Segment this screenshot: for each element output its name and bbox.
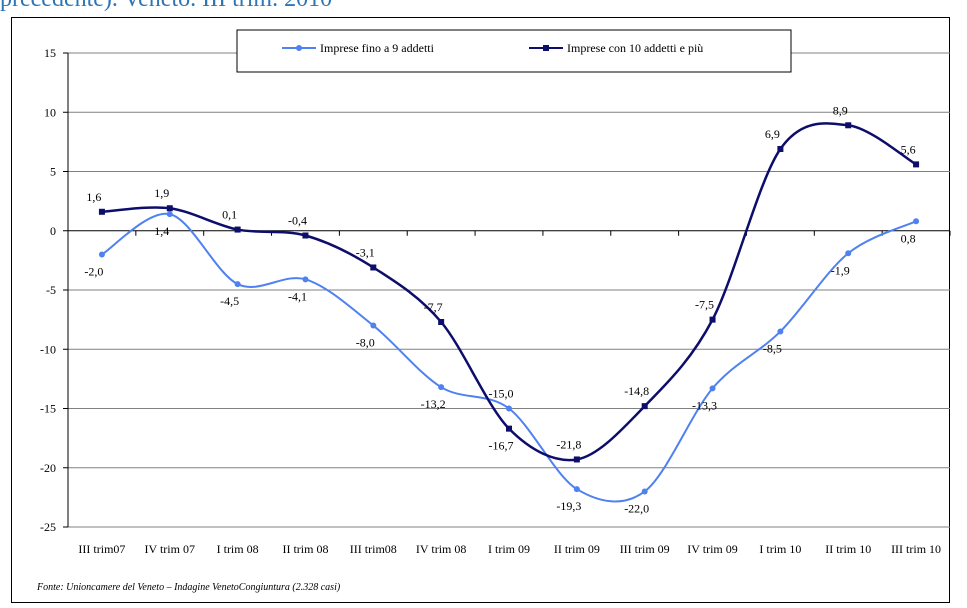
series-line xyxy=(101,212,917,503)
data-point xyxy=(506,425,512,432)
data-point xyxy=(777,328,784,335)
data-label: -0,4 xyxy=(288,213,307,227)
data-label: -22,0 xyxy=(624,501,649,515)
data-label: -4,5 xyxy=(220,294,239,308)
x-tick-label: III trim08 xyxy=(350,542,397,556)
source-note: Fonte: Unioncamere del Veneto – Indagine… xyxy=(37,582,341,593)
data-point xyxy=(913,218,920,225)
data-label: -4,1 xyxy=(288,289,307,303)
data-label: -8,0 xyxy=(356,336,375,350)
y-tick-label: -25 xyxy=(40,520,56,534)
chart-frame xyxy=(11,17,950,603)
x-tick-label: I trim 09 xyxy=(488,542,530,556)
page-heading: precedente). Veneto. III trim. 2010 xyxy=(0,0,332,13)
data-point xyxy=(845,122,852,129)
data-label: -2,0 xyxy=(84,264,103,278)
legend-box xyxy=(236,29,792,73)
x-tick-label: IV trim 07 xyxy=(145,542,195,556)
data-point xyxy=(573,456,580,463)
data-point xyxy=(845,250,852,257)
series-group xyxy=(98,122,920,503)
data-point xyxy=(641,403,648,410)
data-point xyxy=(438,384,445,391)
x-axis: III trim07 IV trim 07 I trim 08 II trim 08 I… xyxy=(67,230,951,556)
y-tick-label: -10 xyxy=(40,342,56,356)
x-tick-label: II trim 10 xyxy=(825,542,871,556)
data-label: -13,2 xyxy=(421,397,446,411)
data-label: -15,0 xyxy=(489,387,514,401)
y-tick-label: 15 xyxy=(44,46,56,60)
data-point xyxy=(709,316,716,323)
legend-marker xyxy=(543,45,549,51)
y-tick-label: -5 xyxy=(46,283,56,297)
data-point xyxy=(370,264,377,271)
legend-label: Imprese fino a 9 addetti xyxy=(320,41,435,55)
y-tick-label: -20 xyxy=(40,461,56,475)
data-label: 5,6 xyxy=(901,142,916,156)
data-point xyxy=(709,385,716,392)
data-point xyxy=(98,208,105,215)
y-tick-label: 0 xyxy=(50,224,56,238)
data-label: 1,9 xyxy=(154,186,169,200)
data-point xyxy=(302,232,309,239)
data-label: 6,9 xyxy=(765,127,780,141)
data-label: 1,6 xyxy=(86,190,101,204)
data-point xyxy=(438,318,445,325)
legend-marker xyxy=(296,45,302,51)
y-tick-label: 10 xyxy=(44,105,56,119)
data-point xyxy=(370,322,377,329)
data-labels: -2,0 1,4 -4,5 -4,1 -8,0 -13,2 -15,0 -19,3 -22,0 -… xyxy=(84,103,915,515)
data-point xyxy=(166,205,173,212)
x-tick-label: IV trim 09 xyxy=(687,542,737,556)
data-label: 0,1 xyxy=(222,208,237,222)
y-tick-label: -15 xyxy=(40,402,56,416)
data-point xyxy=(913,161,920,168)
data-point xyxy=(573,486,580,493)
data-point xyxy=(641,488,648,495)
legend: Imprese fino a 9 addetti Imprese con 10 a… xyxy=(236,29,792,73)
data-label: -19,3 xyxy=(556,499,581,513)
y-axis: 15 10 5 0 -5 -10 -15 -20 -25 xyxy=(40,46,69,534)
data-label: -8,5 xyxy=(763,341,782,355)
data-point xyxy=(777,145,784,152)
data-point xyxy=(302,276,309,283)
data-label: -16,7 xyxy=(489,439,514,453)
data-label: -3,1 xyxy=(356,245,375,259)
data-point xyxy=(506,405,512,412)
data-label: 8,9 xyxy=(833,103,848,117)
data-point xyxy=(98,251,105,258)
data-label: -7,5 xyxy=(695,298,714,312)
x-tick-label: I trim 10 xyxy=(759,542,801,556)
data-label: 0,8 xyxy=(901,231,916,245)
x-tick-label: III trim07 xyxy=(78,542,125,556)
data-label: -13,3 xyxy=(692,398,717,412)
data-label: -1,9 xyxy=(831,263,850,277)
y-tick-label: 5 xyxy=(50,165,56,179)
x-tick-label: IV trim 08 xyxy=(416,542,466,556)
legend-label: Imprese con 10 addetti e più xyxy=(567,41,703,55)
x-tick-label: II trim 08 xyxy=(282,542,328,556)
data-point xyxy=(234,281,241,288)
data-label: 1,4 xyxy=(154,224,169,238)
data-label: -7,7 xyxy=(424,300,443,314)
data-point xyxy=(234,226,241,233)
data-label: -21,8 xyxy=(556,437,581,451)
x-tick-label: I trim 08 xyxy=(217,542,259,556)
data-label: -14,8 xyxy=(624,384,649,398)
x-tick-label: III trim 10 xyxy=(891,542,941,556)
data-point xyxy=(166,211,173,218)
x-tick-label: II trim 09 xyxy=(554,542,600,556)
x-tick-label: III trim 09 xyxy=(620,542,670,556)
